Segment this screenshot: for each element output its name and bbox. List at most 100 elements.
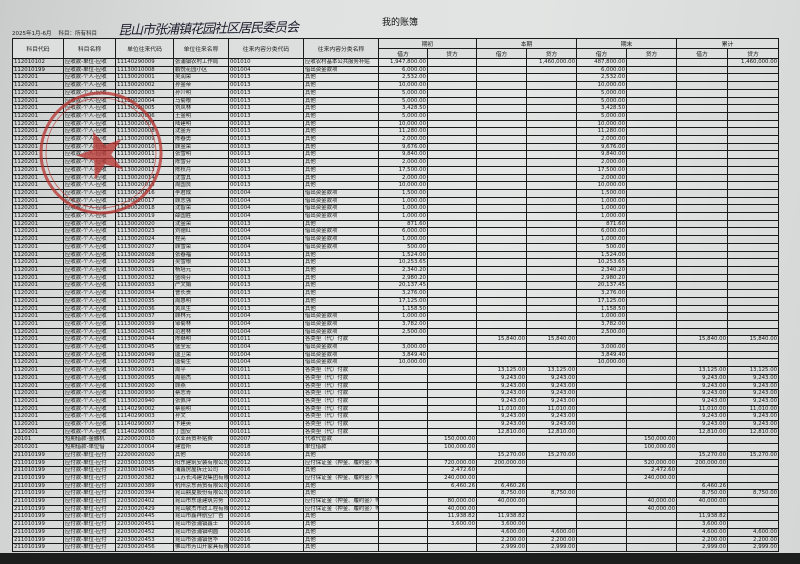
cell-unit-name: 王金明	[173, 111, 229, 121]
cell-subject-code: 211010199	[12, 520, 64, 529]
cell-closing-debit: 17,125.00	[576, 296, 628, 306]
cell-closing-credit	[626, 396, 678, 406]
cell-current-credit: 1,460,000.00	[526, 58, 578, 67]
cell-unit-code: 11130020034	[115, 289, 174, 298]
cell-subject-name: 应收款-个人-应收	[63, 258, 116, 267]
cell-cumulative-credit	[727, 219, 780, 229]
cell-category-code: 001013	[228, 296, 304, 306]
cell-subject-name: 应付款-单位-应付	[63, 450, 116, 460]
cell-closing-debit	[576, 427, 628, 437]
cell-current-credit: 9,243.00	[526, 396, 578, 406]
cell-opening-debit: 871.60	[378, 219, 428, 229]
cell-opening-debit: 5,000.00	[378, 88, 428, 98]
cell-category-code: 001011	[228, 412, 304, 422]
cell-current-debit	[476, 504, 528, 514]
table-row: 211010199 应付款-单位-应付 22030020452 昆山市张浦镇明圆 002…	[12, 527, 780, 537]
cell-current-credit	[526, 289, 578, 298]
cell-current-credit: 12,810.00	[526, 427, 578, 437]
cell-closing-debit: 10,253.65	[576, 258, 628, 267]
cell-opening-debit	[378, 373, 428, 383]
cell-closing-debit	[576, 420, 628, 429]
cell-unit-code: 11130020028	[115, 250, 174, 260]
cell-closing-credit	[626, 219, 678, 229]
cell-cumulative-credit	[727, 512, 780, 522]
header-debit: 借方	[676, 48, 729, 59]
cell-subject-code: 1120201	[12, 412, 64, 422]
cell-opening-debit: 1,000.00	[378, 312, 428, 321]
cell-category-code: 002016	[228, 466, 304, 475]
cell-category-code: 002016	[228, 512, 304, 522]
cell-subject-code: 1120201	[12, 296, 64, 306]
cell-subject-name: 应收款-单位-应收	[63, 58, 116, 67]
cell-cumulative-credit: 9,243.00	[727, 412, 780, 422]
cell-unit-code: 11130020920	[115, 381, 174, 391]
cell-category-code: 001011	[228, 381, 304, 391]
cell-opening-debit: 2,500.00	[378, 327, 428, 337]
cell-category-name: 其他	[303, 127, 379, 137]
cell-cumulative-credit	[727, 304, 780, 314]
cell-unit-code: 22200010004	[115, 443, 174, 452]
cell-closing-debit: 1,000.00	[576, 235, 628, 244]
table-row: 211010199 应付款-单位-应付 22030020429 昆山敏杰市政工程有限 0…	[12, 504, 780, 514]
cell-unit-name: 农业商贸补贴费	[173, 435, 229, 445]
cell-current-credit	[526, 435, 578, 445]
cell-current-credit: 8,750.00	[526, 489, 578, 499]
cell-opening-credit	[426, 111, 478, 121]
cell-current-debit	[476, 111, 528, 121]
cell-category-code: 001004	[228, 319, 304, 329]
cell-category-name: 借出资金款项	[303, 235, 379, 244]
cell-category-name: 其他	[303, 173, 379, 183]
cell-cumulative-debit	[676, 158, 729, 167]
cell-cumulative-debit	[676, 296, 729, 306]
cell-opening-debit	[378, 512, 428, 522]
cell-unit-code: 11130020049	[115, 350, 174, 360]
cell-current-debit: 6,460.26	[476, 481, 528, 491]
cell-closing-credit	[626, 158, 678, 167]
cell-opening-debit: 10,253.65	[378, 258, 428, 267]
cell-category-code: 002016	[228, 527, 304, 537]
cell-cumulative-debit	[676, 119, 729, 129]
cell-unit-code: 11130020044	[115, 335, 174, 344]
cell-category-name: 其他	[303, 481, 379, 491]
cell-unit-name: 沈智荣	[173, 204, 229, 214]
cell-subject-code: 211010199	[12, 458, 64, 468]
cell-opening-debit: 3,849.40	[378, 350, 428, 360]
cell-category-name: 其他	[303, 296, 379, 306]
cell-category-name: 各类垫（代）付款	[303, 404, 379, 414]
cell-subject-code: 211010199	[12, 466, 64, 475]
cell-opening-credit	[426, 96, 478, 106]
table-row: 1120201 应收款-个人-应收 11130020920 顾燕 001011 各类垫（代…	[12, 381, 780, 391]
cell-unit-name: 程亮	[173, 235, 229, 244]
cell-cumulative-debit	[676, 258, 729, 267]
header-unit-name: 单位往来名称	[173, 38, 229, 59]
cell-cumulative-credit	[727, 289, 780, 298]
cell-subject-code: 1120201	[12, 396, 64, 406]
cell-current-debit	[476, 81, 528, 90]
cell-current-debit	[476, 58, 528, 67]
table-row: 1120201 应收款-个人-应收 11140290007 卞建英 001011 各类垫（…	[12, 420, 780, 429]
cell-current-debit	[476, 242, 528, 252]
cell-unit-code: 22030020394	[115, 489, 174, 499]
cell-current-credit	[526, 88, 578, 98]
cell-current-debit	[476, 443, 528, 452]
cell-unit-name: 陈秋月	[173, 165, 229, 175]
cell-cumulative-debit	[676, 250, 729, 260]
header-credit: 贷方	[426, 48, 478, 59]
cell-cumulative-credit	[727, 435, 780, 445]
cell-unit-code: 11140290008	[115, 427, 174, 437]
cell-cumulative-debit	[676, 188, 729, 198]
table-row: 1120201 应收款-个人-应收 11130020012 陈雪芬 001013 其他 2,…	[12, 158, 780, 167]
cell-cumulative-credit	[727, 497, 780, 506]
cell-subject-name: 应付款-单位-应付	[63, 535, 116, 545]
cell-closing-debit	[576, 443, 628, 452]
table-row: 1120201 应收款-个人-应收 11130020024 程亮 001004 借出资金款…	[12, 235, 780, 244]
cell-category-name: 各类垫（代）付款	[303, 412, 379, 422]
cell-current-credit	[526, 104, 578, 113]
cell-opening-debit: 5,000.00	[378, 111, 428, 121]
cell-opening-credit	[426, 289, 478, 298]
cell-subject-name: 应付款-单位-应付	[63, 543, 116, 552]
cell-unit-name: 杨培元	[173, 266, 229, 275]
cell-category-name: 其他	[303, 119, 379, 129]
cell-cumulative-debit	[676, 111, 729, 121]
